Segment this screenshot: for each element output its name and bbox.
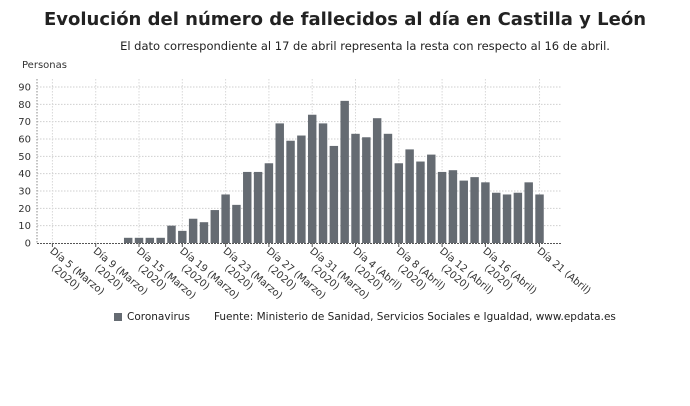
bar <box>134 237 144 243</box>
bar <box>394 163 404 243</box>
bar <box>123 237 133 243</box>
bar <box>437 171 447 243</box>
bar <box>524 182 533 243</box>
bar <box>362 137 371 243</box>
bar <box>427 154 436 243</box>
bar <box>232 204 241 243</box>
bar <box>243 171 252 243</box>
chart-title: Evolución del número de fallecidos al dí… <box>43 9 647 30</box>
y-axis-label: Personas <box>22 60 67 71</box>
y-tick-label: 70 <box>18 117 31 128</box>
y-tick-label: 20 <box>18 204 31 215</box>
bar <box>416 161 425 243</box>
bar <box>318 123 328 243</box>
bar <box>286 140 295 243</box>
bar <box>145 237 155 243</box>
bar <box>210 210 220 243</box>
bar <box>329 145 339 243</box>
bar <box>188 218 198 243</box>
y-tick-label: 60 <box>18 135 31 146</box>
bar <box>351 133 360 243</box>
y-tick-label: 50 <box>18 152 31 163</box>
bar <box>405 149 414 243</box>
y-tick-label: 40 <box>18 169 31 180</box>
bar <box>167 225 176 243</box>
bar <box>307 114 317 243</box>
bar <box>253 171 263 243</box>
bar <box>448 170 458 243</box>
y-tick-label: 10 <box>18 221 31 232</box>
bar <box>372 118 382 243</box>
bar <box>264 163 274 243</box>
y-tick-label: 30 <box>18 187 31 198</box>
legend-swatch <box>114 313 122 321</box>
bar <box>535 194 544 243</box>
x-tick-label: Día 21 (Abril) <box>535 245 594 297</box>
y-tick-label: 0 <box>25 239 31 250</box>
bar <box>199 222 209 243</box>
bar <box>502 194 512 243</box>
x-tick-label: Día 16 (Abril)(2020) <box>473 245 539 306</box>
y-tick-label: 90 <box>18 83 31 94</box>
y-tick-label: 80 <box>18 100 31 111</box>
source-note: Fuente: Ministerio de Sanidad, Servicios… <box>213 311 616 323</box>
bar <box>340 100 349 243</box>
bar <box>459 180 468 243</box>
bar <box>156 237 165 243</box>
bar <box>492 192 501 243</box>
bar <box>275 123 284 243</box>
legend-label: Coronavirus <box>127 311 190 323</box>
bar <box>513 192 523 243</box>
bar <box>297 135 306 243</box>
legend: Coronavirus Fuente: Ministerio de Sanida… <box>114 311 616 323</box>
bar <box>470 177 479 243</box>
bar <box>178 230 187 243</box>
chart-subtitle: El dato correspondiente al 17 de abril r… <box>120 39 610 53</box>
bar <box>481 182 490 243</box>
bar <box>221 194 230 243</box>
bar <box>383 133 393 243</box>
